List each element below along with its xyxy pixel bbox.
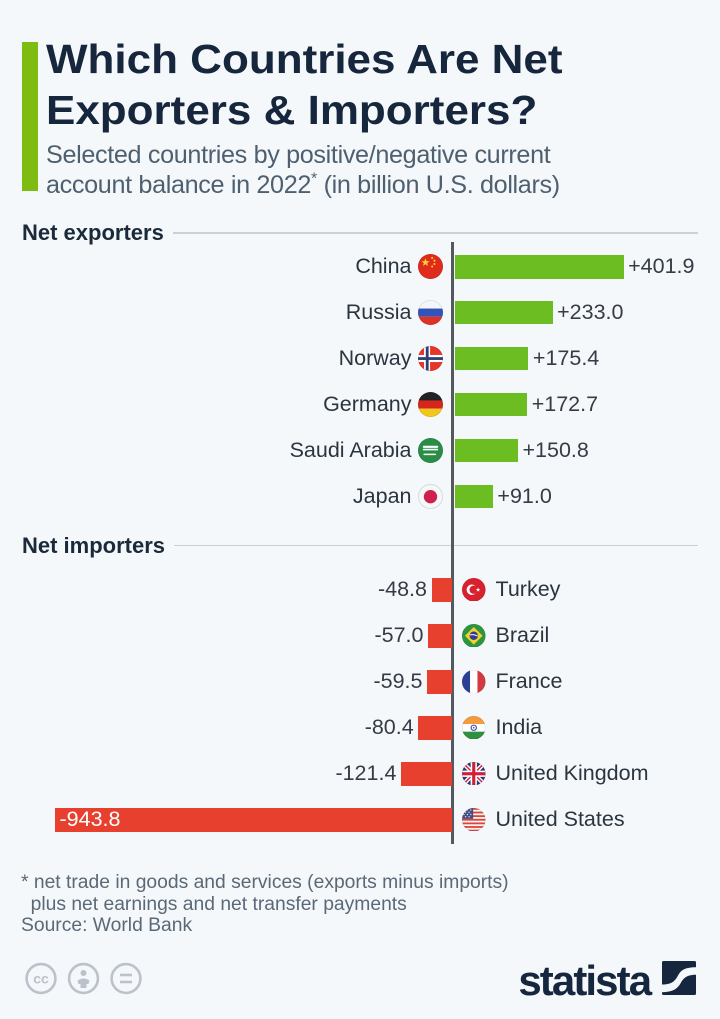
svg-text:cc: cc — [33, 971, 49, 987]
